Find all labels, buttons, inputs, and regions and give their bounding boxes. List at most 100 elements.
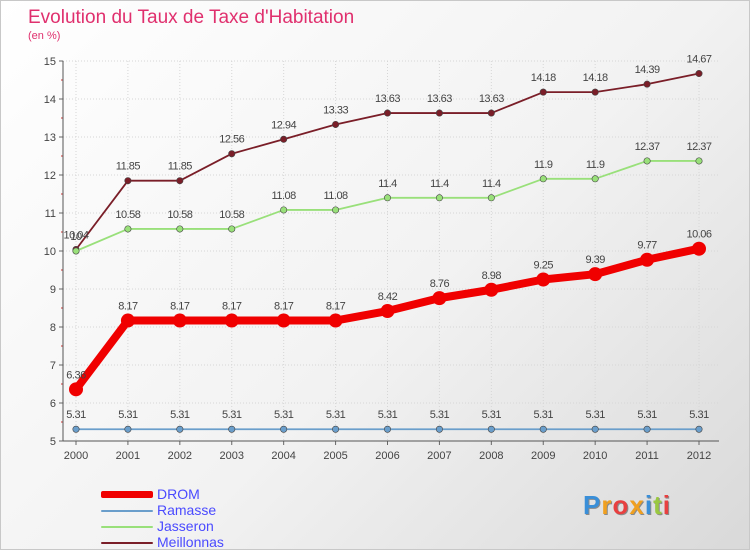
data-point-jasseron [72, 247, 80, 255]
y-tick-label: 15 [44, 56, 56, 68]
x-tick-label: 2009 [531, 450, 555, 462]
legend-label: DROM [157, 486, 200, 502]
x-tick-label: 2006 [375, 450, 399, 462]
data-label-jasseron: 11.9 [586, 159, 605, 171]
data-label-jasseron: 11.9 [534, 159, 553, 171]
data-point-jasseron [695, 157, 703, 165]
data-point-drom [640, 252, 655, 267]
data-point-ramasse [332, 425, 340, 433]
data-point-drom [588, 267, 603, 282]
data-label-drom: 9.39 [585, 254, 605, 266]
data-point-drom [120, 313, 135, 328]
chart-legend: DROM Ramasse Jasseron Meillonnas [101, 486, 301, 551]
y-tick-label: 6 [50, 398, 56, 410]
x-tick-label: 2002 [168, 450, 192, 462]
data-point-meillonnas [539, 88, 547, 96]
data-label-jasseron: 12.37 [686, 141, 711, 153]
data-label-drom: 6.36 [66, 369, 86, 381]
data-point-meillonnas [695, 70, 703, 78]
data-point-ramasse [280, 425, 288, 433]
logo-letter: o [612, 490, 630, 520]
y-tick-label: 10 [44, 246, 56, 258]
data-point-jasseron [332, 206, 340, 214]
data-label-ramasse: 5.31 [430, 409, 450, 421]
data-label-drom: 8.17 [118, 301, 138, 313]
data-label-jasseron: 11.4 [430, 178, 449, 190]
data-point-meillonnas [435, 109, 443, 117]
data-label-jasseron: 11.4 [378, 178, 397, 190]
x-tick-label: 2010 [583, 450, 607, 462]
data-point-jasseron [124, 225, 132, 233]
logo-letter: x [629, 490, 645, 520]
data-label-ramasse: 5.31 [222, 409, 242, 421]
y-tick-label: 12 [44, 170, 56, 182]
data-label-ramasse: 5.31 [585, 409, 605, 421]
data-point-ramasse [383, 425, 391, 433]
data-point-drom [172, 313, 187, 328]
data-point-drom [328, 313, 343, 328]
x-tick-label: 2004 [271, 450, 295, 462]
data-label-drom: 10.06 [686, 229, 711, 241]
data-label-jasseron: 11.08 [323, 190, 348, 202]
data-point-meillonnas [332, 120, 340, 128]
data-label-ramasse: 5.31 [274, 409, 294, 421]
data-label-jasseron: 11.4 [482, 178, 501, 190]
data-point-drom [692, 241, 706, 256]
legend-swatch [101, 526, 153, 528]
data-point-drom [432, 291, 447, 306]
data-label-jasseron: 11.08 [272, 190, 297, 202]
x-tick-label: 2000 [64, 450, 88, 462]
data-label-meillonnas: 14.18 [583, 72, 608, 84]
data-point-ramasse [72, 425, 80, 433]
legend-swatch [101, 510, 153, 512]
data-point-ramasse [487, 425, 495, 433]
data-label-meillonnas: 10.04 [63, 229, 88, 241]
data-label-drom: 8.17 [222, 301, 242, 313]
data-label-meillonnas: 12.56 [219, 134, 244, 146]
data-label-meillonnas: 14.39 [635, 64, 660, 76]
data-label-meillonnas: 13.63 [427, 93, 452, 105]
logo-letter: i [644, 490, 654, 520]
x-tick-label: 2012 [687, 450, 711, 462]
chart-title: Evolution du Taux de Taxe d'Habitation [28, 7, 355, 28]
data-label-ramasse: 5.31 [482, 409, 502, 421]
data-label-ramasse: 5.31 [378, 409, 398, 421]
data-point-meillonnas [280, 135, 288, 143]
legend-label: Meillonnas [157, 534, 224, 550]
x-tick-label: 2008 [479, 450, 503, 462]
data-label-jasseron: 10.58 [219, 209, 244, 221]
data-point-jasseron [176, 225, 184, 233]
data-label-meillonnas: 14.67 [686, 54, 711, 66]
data-point-drom [484, 282, 499, 297]
data-label-jasseron: 12.37 [635, 141, 660, 153]
data-point-ramasse [539, 425, 547, 433]
legend-label: Jasseron [157, 518, 214, 534]
data-label-drom: 8.17 [274, 301, 294, 313]
x-tick-label: 2007 [427, 450, 451, 462]
data-point-jasseron [383, 194, 391, 202]
data-point-drom [276, 313, 291, 328]
data-label-meillonnas: 13.33 [323, 104, 348, 116]
data-point-jasseron [280, 206, 288, 214]
data-point-ramasse [124, 425, 132, 433]
data-label-meillonnas: 11.85 [116, 161, 141, 173]
data-point-jasseron [591, 175, 599, 183]
y-tick-label: 9 [50, 284, 56, 296]
legend-swatch [101, 542, 153, 544]
data-point-drom [536, 272, 551, 287]
data-point-ramasse [435, 425, 443, 433]
data-point-ramasse [176, 425, 184, 433]
data-label-drom: 8.98 [482, 270, 502, 282]
legend-item-jasseron: Jasseron [101, 518, 301, 535]
data-point-ramasse [591, 425, 599, 433]
legend-label: Ramasse [157, 502, 217, 518]
y-tick-label: 8 [50, 322, 56, 334]
data-label-ramasse: 5.31 [637, 409, 657, 421]
data-label-ramasse: 5.31 [326, 409, 346, 421]
x-tick-label: 2005 [323, 450, 347, 462]
logo-letter: P [583, 490, 602, 520]
x-tick-label: 2003 [220, 450, 244, 462]
data-label-drom: 9.77 [637, 240, 657, 252]
